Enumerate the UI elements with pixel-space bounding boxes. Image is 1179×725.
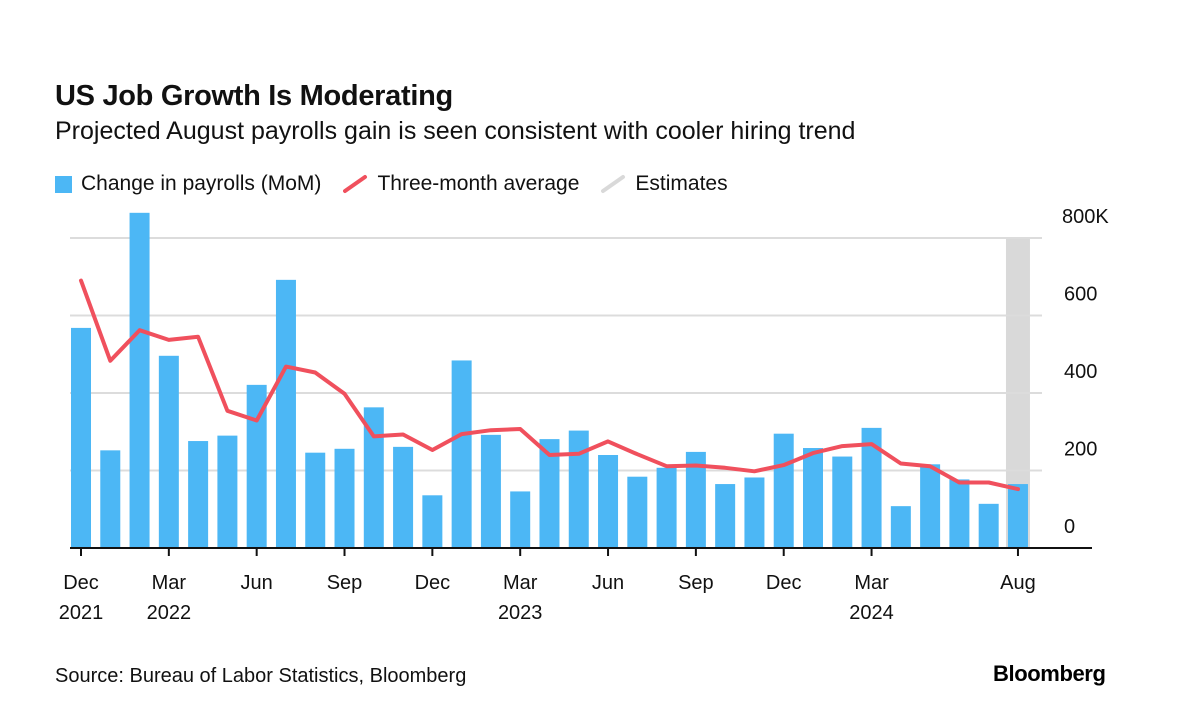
bar-2022-01 xyxy=(100,450,121,548)
bar-2024-03 xyxy=(861,427,882,548)
bar-2022-10 xyxy=(363,407,384,548)
legend-item-payrolls: Change in payrolls (MoM) xyxy=(55,172,321,196)
bar-2023-02 xyxy=(480,434,501,548)
bar-2022-03 xyxy=(158,355,179,548)
y-tick-label-600: 600 xyxy=(1064,284,1097,306)
bar-2024-04 xyxy=(890,506,911,548)
x-tick-label-2023-09: Sep xyxy=(678,572,714,594)
legend-label-payrolls: Change in payrolls (MoM) xyxy=(81,172,322,195)
bar-2023-06 xyxy=(598,455,619,548)
bar-2022-09 xyxy=(334,448,355,548)
bar-2023-08 xyxy=(656,467,677,548)
bar-2022-06 xyxy=(246,384,267,548)
legend-label-average: Three-month average xyxy=(377,172,580,195)
bar-2024-05 xyxy=(920,464,941,548)
bar-2023-07 xyxy=(627,476,648,548)
bar-2022-04 xyxy=(188,441,209,548)
bar-2021-12 xyxy=(71,327,91,548)
bar-2023-09 xyxy=(685,451,706,548)
legend-swatch-estimates xyxy=(601,175,626,193)
y-tick-label-400: 400 xyxy=(1064,361,1097,383)
bloomberg-logo: Bloomberg xyxy=(993,661,1106,686)
legend-swatch-line xyxy=(343,175,368,193)
bar-2022-02 xyxy=(129,212,150,548)
x-tick-year-2022: 2022 xyxy=(147,602,192,624)
x-tick-label-2023-12: Dec xyxy=(766,572,802,594)
x-tick-year-2024: 2024 xyxy=(849,602,894,624)
x-tick-label-2021-12: Dec xyxy=(63,572,99,594)
x-tick-label-2023-06: Jun xyxy=(592,572,624,594)
source-note: Source: Bureau of Labor Statistics, Bloo… xyxy=(55,665,467,687)
bar-2024-07 xyxy=(978,503,999,548)
legend-label-estimates: Estimates xyxy=(635,172,728,195)
legend: Change in payrolls (MoM) Three-month ave… xyxy=(55,172,750,196)
legend-swatch-bar xyxy=(55,175,72,193)
x-tick-label-2022-09: Sep xyxy=(327,572,363,594)
bar-2024-01 xyxy=(803,448,823,548)
x-tick-year-2021: 2021 xyxy=(59,602,104,624)
x-tick-label-2024-03: Mar xyxy=(854,572,889,594)
bar-2023-05 xyxy=(568,430,589,548)
bar-2023-03 xyxy=(510,491,531,548)
x-tick-label-2022-03: Mar xyxy=(152,572,187,594)
bar-2024-08 xyxy=(1007,484,1028,548)
chart-subtitle: Projected August payrolls gain is seen c… xyxy=(55,117,856,145)
x-tick-year-2023: 2023 xyxy=(498,602,543,624)
x-tick-label-2023-03: Mar xyxy=(503,572,538,594)
y-tick-label-0: 0 xyxy=(1064,516,1075,538)
legend-item-average: Three-month average xyxy=(343,172,579,196)
bar-2022-08 xyxy=(305,452,326,548)
y-tick-label-800: 800K xyxy=(1062,206,1109,228)
bar-2023-10 xyxy=(715,484,736,548)
bar-2023-12 xyxy=(773,433,794,548)
chart-title: US Job Growth Is Moderating xyxy=(55,80,453,112)
x-tick-label-2024-08: Aug xyxy=(1000,572,1036,594)
bar-2023-11 xyxy=(744,477,765,548)
y-tick-label-200: 200 xyxy=(1064,439,1097,461)
bar-2023-04 xyxy=(539,439,560,548)
bar-2024-02 xyxy=(832,456,853,548)
bar-2022-11 xyxy=(393,446,414,548)
three-month-average-line xyxy=(79,278,1020,492)
x-tick-label-2022-06: Jun xyxy=(241,572,273,594)
bar-2022-12 xyxy=(422,495,443,548)
bar-2022-07 xyxy=(275,279,296,548)
bar-2024-06 xyxy=(949,479,970,548)
bar-2022-05 xyxy=(217,435,238,548)
x-tick-label-2022-12: Dec xyxy=(415,572,451,594)
legend-item-estimates: Estimates xyxy=(601,172,728,196)
bar-2023-01 xyxy=(451,360,472,548)
